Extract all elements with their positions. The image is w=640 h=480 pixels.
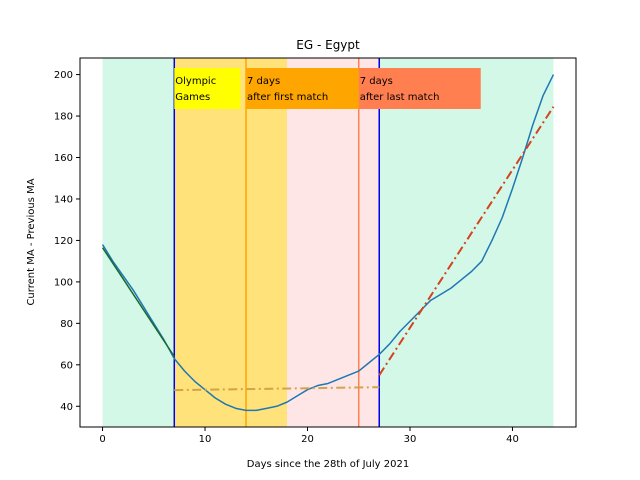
y-tick-label: 80 xyxy=(60,319,73,330)
annotation-text-1-0: 7 days xyxy=(247,76,280,87)
plot-frame xyxy=(79,57,577,428)
period-band-2 xyxy=(287,58,380,427)
x-tick-label: 30 xyxy=(404,434,417,445)
annotation-text-0-0: Olympic xyxy=(175,76,216,87)
y-tick-label: 40 xyxy=(60,402,73,413)
annotation-text-0-1: Games xyxy=(175,92,210,103)
series-line-0 xyxy=(101,74,555,412)
y-tick-label: 100 xyxy=(54,277,73,288)
y-axis-ticks: 40 60 80 100 120 140 160 180 200 xyxy=(54,70,80,413)
annotation-box-0 xyxy=(174,68,241,109)
period-band-1 xyxy=(174,58,288,427)
annotation-2: 7 days after last match xyxy=(358,68,481,109)
annotation-text-2-1: after last match xyxy=(360,92,440,103)
event-lines xyxy=(173,58,380,427)
y-axis-label: Current MA - Previous MA xyxy=(26,178,37,305)
chart-title: EG - Egypt xyxy=(296,38,360,52)
background-bands xyxy=(102,58,554,427)
series-line-1 xyxy=(101,247,175,357)
x-tick-label: 20 xyxy=(301,434,314,445)
y-tick-label: 200 xyxy=(54,70,73,81)
annotation-text-2-0: 7 days xyxy=(360,76,393,87)
annotation-box-1 xyxy=(246,68,361,109)
series-lines xyxy=(101,74,555,412)
x-tick-label: 0 xyxy=(99,434,105,445)
y-tick-label: 120 xyxy=(54,236,73,247)
period-band-0 xyxy=(102,58,175,427)
annotation-0: Olympic Games xyxy=(174,68,241,109)
x-tick-label: 40 xyxy=(506,434,519,445)
annotation-box-2 xyxy=(358,68,481,109)
x-tick-label: 10 xyxy=(199,434,212,445)
y-tick-label: 60 xyxy=(60,360,73,371)
y-tick-label: 140 xyxy=(54,194,73,205)
annotation-text-1-1: after first match xyxy=(247,92,328,103)
x-axis-ticks: 0 10 20 30 40 xyxy=(99,427,519,445)
y-tick-label: 180 xyxy=(54,112,73,123)
period-band-3 xyxy=(379,58,554,427)
x-axis-label: Days since the 28th of July 2021 xyxy=(247,459,409,470)
annotation-1: 7 days after first match xyxy=(246,68,361,109)
y-tick-label: 160 xyxy=(54,153,73,164)
series-line-2 xyxy=(174,386,380,392)
